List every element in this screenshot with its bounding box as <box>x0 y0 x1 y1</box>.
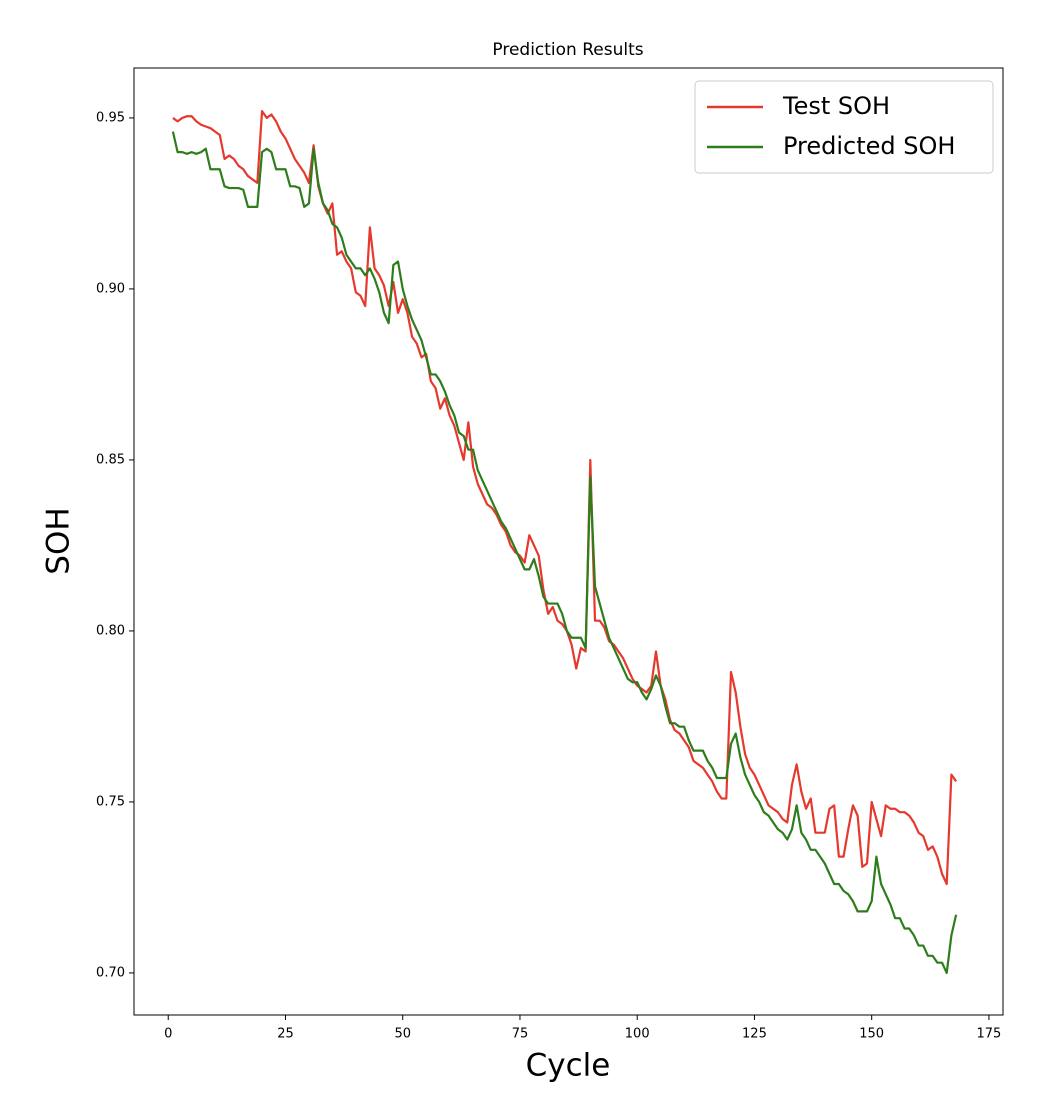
legend-box <box>694 80 994 174</box>
y-tick-label: 0.90 <box>96 281 125 296</box>
series-line <box>171 131 958 975</box>
y-axis-label: SOH <box>41 507 77 574</box>
y-tick-label: 0.95 <box>96 110 125 125</box>
x-tick-label: 0 <box>164 1027 172 1042</box>
legend-label: Test SOH <box>782 92 890 120</box>
x-tick-label: 150 <box>859 1027 884 1042</box>
plot-frame <box>133 67 1004 1016</box>
y-tick-label: 0.75 <box>96 794 125 809</box>
chart-title: Prediction Results <box>492 40 643 60</box>
x-tick-label: 50 <box>394 1027 411 1042</box>
x-tick-label: 100 <box>625 1027 650 1042</box>
x-tick-label: 175 <box>977 1027 1002 1042</box>
x-tick-label: 25 <box>277 1027 294 1042</box>
y-tick-label: 0.80 <box>96 623 125 638</box>
legend-label: Predicted SOH <box>783 132 955 160</box>
x-tick-label: 75 <box>512 1027 529 1042</box>
x-axis-label: Cycle <box>526 1048 611 1084</box>
y-tick-label: 0.85 <box>96 452 125 467</box>
y-tick-label: 0.70 <box>96 965 125 980</box>
series-line <box>172 109 958 886</box>
x-tick-label: 125 <box>742 1027 767 1042</box>
